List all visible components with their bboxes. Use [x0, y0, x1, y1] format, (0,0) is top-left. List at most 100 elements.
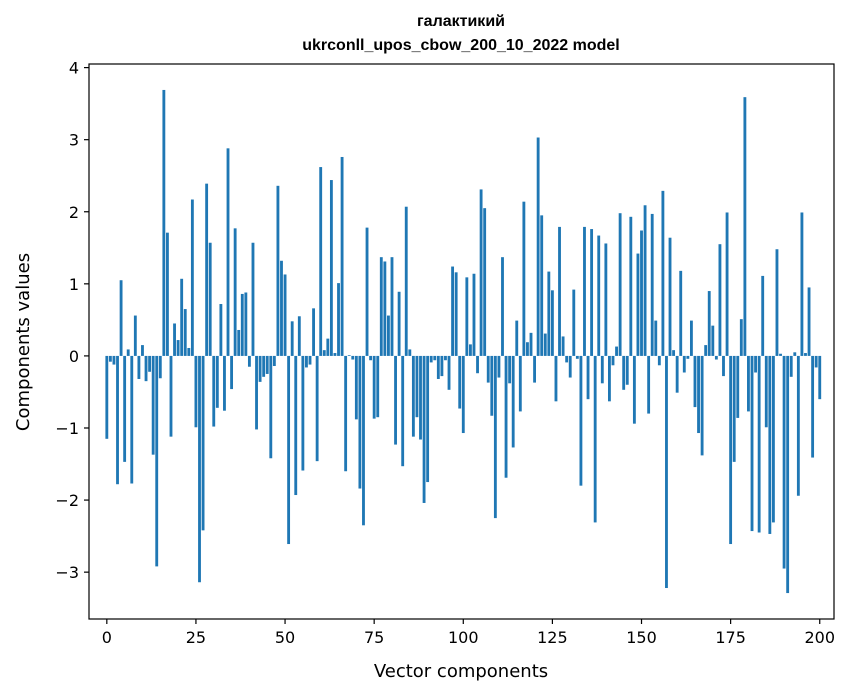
bar-113 — [508, 355, 512, 384]
bar-163 — [686, 355, 690, 359]
bar-128 — [561, 336, 565, 356]
bar-76 — [376, 355, 380, 418]
plot-frame — [88, 63, 835, 620]
bar-96 — [447, 355, 451, 390]
bar-108 — [490, 355, 494, 416]
bar-11 — [144, 355, 148, 382]
bar-53 — [294, 355, 298, 496]
bar-196 — [804, 353, 807, 356]
x-axis: 0 25 50 75 100 125 150 175 200 — [102, 619, 835, 647]
bar-178 — [739, 319, 743, 356]
bar-77 — [379, 257, 383, 356]
bar-25 — [194, 355, 198, 428]
bar-99 — [458, 355, 462, 409]
bar-34 — [226, 148, 230, 356]
bar-61 — [322, 350, 326, 356]
bar-149 — [636, 253, 640, 356]
bar-10 — [141, 345, 144, 356]
x-tick-label: 150 — [626, 628, 657, 647]
x-tick-label: 75 — [364, 628, 384, 647]
bar-1 — [108, 355, 112, 362]
bar-123 — [543, 333, 547, 356]
bar-62 — [326, 338, 330, 356]
bar-170 — [711, 325, 715, 356]
bar-161 — [679, 270, 683, 356]
bar-49 — [280, 260, 283, 356]
bar-100 — [461, 355, 465, 434]
bars-group — [105, 89, 822, 594]
bar-92 — [433, 355, 437, 361]
bar-142 — [611, 355, 615, 366]
bar-28 — [205, 183, 209, 356]
bar-180 — [747, 355, 750, 412]
bar-181 — [750, 355, 754, 532]
bar-51 — [287, 355, 291, 545]
bar-115 — [515, 320, 519, 356]
bar-71 — [358, 355, 362, 489]
bar-168 — [704, 345, 708, 356]
bar-5 — [123, 355, 127, 462]
bar-88 — [419, 355, 422, 440]
bar-152 — [647, 355, 651, 414]
bar-122 — [540, 215, 544, 356]
bar-130 — [568, 355, 572, 378]
bar-98 — [454, 272, 458, 356]
bar-24 — [190, 199, 194, 356]
bar-19 — [173, 323, 176, 356]
bar-117 — [522, 201, 526, 356]
bar-78 — [383, 261, 387, 356]
bar-52 — [290, 321, 294, 356]
bar-186 — [768, 355, 772, 534]
bar-21 — [180, 278, 184, 356]
bar-81 — [394, 355, 397, 445]
bar-167 — [700, 355, 704, 456]
bar-182 — [754, 355, 757, 373]
bar-33 — [223, 355, 226, 411]
bar-120 — [533, 355, 536, 383]
bar-131 — [572, 289, 576, 356]
bar-42 — [255, 355, 258, 430]
bar-157 — [665, 355, 668, 589]
bar-145 — [622, 355, 626, 390]
bar-188 — [775, 249, 779, 356]
x-tick-label: 0 — [102, 628, 112, 647]
bar-9 — [137, 355, 141, 379]
bar-190 — [782, 355, 786, 569]
bar-69 — [351, 355, 355, 360]
bar-23 — [187, 347, 191, 356]
bar-193 — [793, 352, 797, 356]
bar-17 — [166, 232, 169, 356]
bar-86 — [411, 355, 415, 437]
x-tick-label: 100 — [448, 628, 479, 647]
bar-140 — [604, 243, 608, 356]
bar-58 — [312, 308, 315, 356]
bar-80 — [390, 257, 394, 356]
bar-59 — [315, 355, 319, 462]
bar-107 — [486, 355, 490, 383]
chart-subtitle: ukrconll_upos_cbow_200_10_2022 model — [302, 37, 619, 54]
bar-151 — [643, 205, 647, 356]
bar-110 — [497, 355, 501, 378]
bar-16 — [162, 89, 166, 356]
bar-184 — [761, 275, 765, 356]
bar-70 — [354, 355, 358, 420]
bar-162 — [682, 355, 686, 373]
bar-79 — [387, 315, 390, 356]
bar-174 — [725, 212, 729, 356]
bar-141 — [608, 355, 611, 402]
bar-56 — [305, 355, 308, 368]
bar-191 — [786, 355, 790, 594]
bar-197 — [807, 287, 811, 356]
bar-38 — [240, 293, 244, 356]
bar-73 — [365, 227, 369, 356]
bar-26 — [198, 355, 201, 583]
bar-185 — [764, 355, 768, 428]
bar-14 — [155, 355, 159, 567]
bar-124 — [547, 271, 551, 356]
bar-18 — [169, 355, 173, 437]
bar-90 — [426, 355, 430, 483]
bar-156 — [661, 190, 665, 356]
bar-155 — [657, 355, 661, 366]
bar-46 — [269, 355, 273, 459]
x-tick-label: 25 — [186, 628, 206, 647]
